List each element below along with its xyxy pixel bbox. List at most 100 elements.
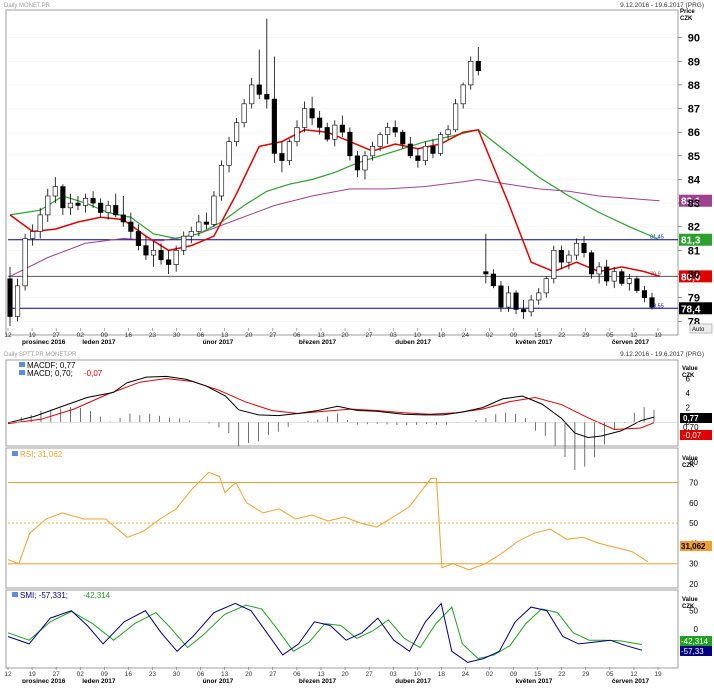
rsi-tag: 31,062: [681, 542, 706, 551]
candle-body: [264, 94, 270, 100]
candle-body: [460, 84, 466, 105]
candle-body: [7, 278, 13, 317]
x-tick-label: 20: [245, 671, 253, 678]
rsi-legend-text: RSI; 31,062: [20, 450, 63, 459]
smi-legend-icon[interactable]: [12, 592, 18, 597]
x-tick-label: 06: [197, 332, 205, 339]
x-tick-label: 30: [173, 671, 181, 678]
x-tick-label: 12: [4, 332, 12, 339]
x-tick-label: 23: [149, 671, 157, 678]
candle-body: [256, 84, 262, 95]
auto-button-price[interactable]: [689, 323, 713, 334]
macd-tag-hist: 0,77: [683, 414, 699, 423]
macd-tick-label: 6: [686, 375, 691, 384]
price-tick-label: 86: [688, 127, 700, 139]
candle-body: [52, 186, 58, 197]
candle-body: [128, 221, 134, 232]
price-tick-label: 88: [688, 80, 700, 92]
candle-body: [188, 231, 194, 237]
candle-body: [324, 127, 330, 140]
candle-body: [354, 155, 361, 171]
candle-body: [249, 84, 255, 105]
smi-axis-title: Value: [682, 597, 698, 603]
candle-body: [150, 250, 157, 256]
macd-legend-text: MACD; 0,70;: [27, 369, 73, 378]
price-hline-label: 81,45: [650, 235, 664, 241]
candle-body: [347, 131, 353, 157]
candle-body: [60, 186, 66, 209]
smi-tick-label: 0: [694, 625, 699, 634]
x-tick-label: 18: [438, 671, 446, 678]
macd-axis-title: Value: [682, 366, 698, 372]
candle-body: [437, 134, 444, 154]
candle-body: [641, 290, 648, 298]
x-tick-label: 02: [486, 332, 494, 339]
smi-lines: [7, 602, 643, 663]
smi-tag-signal: -42,314: [681, 637, 709, 646]
x-tick-label: 29: [582, 332, 590, 339]
candle-body: [634, 278, 640, 291]
x-tick-label: 06: [293, 332, 301, 339]
x-tick-label: 06: [293, 671, 301, 678]
macd-tick-label: 4: [686, 389, 691, 398]
candle-body: [619, 271, 625, 284]
candle-body: [294, 127, 300, 142]
macd-axis-unit: CZK: [682, 373, 695, 379]
candle-body: [528, 299, 534, 313]
macd-value-tags: 0,77 0,70 -0,07: [680, 413, 712, 440]
macd-panel-frame: [5, 359, 679, 447]
candle-body: [543, 278, 549, 294]
x-tick-label: 12: [630, 332, 638, 339]
candle-body: [430, 146, 436, 154]
candle-body: [505, 292, 512, 308]
x-tick-label: 19: [654, 671, 662, 678]
price-hline-tag: 78,4: [681, 304, 701, 315]
candle-body: [626, 278, 632, 284]
rsi-axis: 80706050403020: [689, 458, 698, 589]
candle-body: [611, 271, 617, 282]
candle-body: [521, 309, 527, 313]
date-range-label: 9.12.2016 - 19.6.2017 (PRG): [620, 2, 704, 9]
macd-signal-line: [7, 377, 655, 431]
x-tick-label: 18: [438, 332, 446, 339]
candle-body: [377, 134, 383, 147]
x-tick-label: 02: [77, 332, 85, 339]
x-axis-price: 12 19 27 02 09 16 23 30 06 13 20 27 06 13 20 27 03 10 18 24…: [4, 328, 662, 346]
candle-body: [317, 117, 323, 128]
x-month-label: leden 2017: [82, 339, 116, 346]
x-tick-label: 20: [341, 671, 349, 678]
rsi-line: [7, 471, 649, 571]
rsi-axis-title: Value: [682, 456, 698, 462]
price-tick-label: 85: [688, 151, 700, 163]
x-tick-label: 13: [317, 671, 325, 678]
ema-slow-line: [9, 178, 660, 277]
smi-tag-smi: -57,33: [681, 647, 704, 656]
candle-body: [241, 103, 247, 124]
x-month-label: květen 2017: [516, 678, 553, 683]
macd-tag-signal: -0,07: [683, 431, 702, 440]
x-tick-label: 03: [390, 332, 398, 339]
x-month-label: květen 2017: [516, 339, 553, 346]
candle-body: [166, 259, 172, 265]
x-tick-label: 02: [77, 671, 85, 678]
smi-legend-text: SMI; -57,331;: [20, 591, 68, 600]
x-month-label: březen 2017: [299, 339, 337, 346]
candle-body: [226, 141, 232, 166]
x-tick-label: 12: [630, 671, 638, 678]
macdf-legend-icon[interactable]: [19, 362, 25, 367]
x-tick-label: 22: [558, 332, 566, 339]
x-month-label: duben 2017: [395, 678, 431, 683]
rsi-legend-icon[interactable]: [12, 451, 18, 456]
smi-tick-label: 50: [689, 607, 698, 616]
x-tick-label: 13: [317, 332, 325, 339]
candle-body: [400, 131, 406, 145]
smi-tag-smi-bg: [680, 646, 712, 656]
candle-body: [22, 238, 28, 287]
candle-body: [581, 242, 587, 254]
x-tick-label: 09: [510, 332, 518, 339]
price-hline-label: 78,55: [650, 303, 664, 309]
price-candles: [7, 18, 655, 326]
macd-legend-icon[interactable]: [19, 370, 25, 375]
candle-body: [143, 245, 149, 256]
candle-body: [422, 146, 428, 161]
